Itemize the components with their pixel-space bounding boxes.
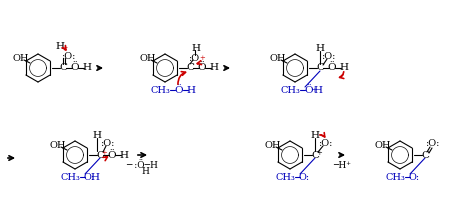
Text: H: H bbox=[340, 64, 349, 73]
Text: C: C bbox=[186, 64, 194, 73]
Text: H: H bbox=[141, 168, 149, 177]
Text: H: H bbox=[83, 64, 91, 73]
Text: CH₃: CH₃ bbox=[275, 172, 295, 181]
Text: H: H bbox=[186, 86, 196, 95]
Text: +: + bbox=[61, 44, 67, 52]
Text: ─ :Ö─H: ─ :Ö─H bbox=[126, 160, 158, 169]
Text: +: + bbox=[199, 54, 205, 62]
Text: Ö: Ö bbox=[305, 86, 314, 95]
Text: OH: OH bbox=[13, 54, 29, 62]
Text: CH₃: CH₃ bbox=[280, 86, 300, 95]
Text: C: C bbox=[59, 64, 67, 73]
Text: C: C bbox=[96, 150, 104, 159]
Text: +: + bbox=[101, 149, 107, 157]
Text: H: H bbox=[119, 150, 128, 159]
Text: Ö: Ö bbox=[198, 64, 206, 73]
Text: :O:: :O: bbox=[62, 52, 76, 61]
Text: H: H bbox=[310, 131, 319, 140]
Text: H: H bbox=[314, 86, 323, 95]
Text: :O:: :O: bbox=[101, 138, 115, 147]
Text: OH: OH bbox=[265, 141, 281, 150]
Text: H: H bbox=[90, 172, 100, 181]
Text: Ö: Ö bbox=[108, 150, 117, 159]
Text: :O: :O bbox=[190, 54, 201, 62]
Text: Ö: Ö bbox=[328, 64, 336, 73]
Text: H: H bbox=[55, 42, 64, 51]
Text: :O:: :O: bbox=[322, 52, 336, 61]
Text: ─H⁺: ─H⁺ bbox=[333, 160, 351, 169]
Text: OH: OH bbox=[140, 54, 156, 62]
Text: C: C bbox=[421, 150, 429, 159]
Text: :O:: :O: bbox=[319, 138, 333, 147]
Text: Ö: Ö bbox=[175, 86, 183, 95]
Text: C: C bbox=[316, 64, 324, 73]
Text: OH: OH bbox=[270, 54, 286, 62]
Text: Ö: Ö bbox=[71, 64, 80, 73]
Text: OH: OH bbox=[375, 141, 391, 150]
Text: CH₃: CH₃ bbox=[60, 172, 80, 181]
Text: H: H bbox=[191, 43, 201, 52]
Text: O:: O: bbox=[409, 172, 420, 181]
Text: OH: OH bbox=[50, 141, 66, 150]
Text: +: + bbox=[311, 86, 317, 94]
Text: H: H bbox=[92, 131, 101, 140]
Text: :O:: :O: bbox=[426, 138, 440, 147]
Text: CH₃: CH₃ bbox=[385, 172, 405, 181]
Text: H: H bbox=[315, 43, 324, 52]
Text: H: H bbox=[209, 64, 218, 73]
Text: O:: O: bbox=[84, 172, 95, 181]
Text: O:: O: bbox=[298, 172, 309, 181]
Text: CH₃: CH₃ bbox=[150, 86, 170, 95]
Text: C: C bbox=[311, 150, 319, 159]
Text: +: + bbox=[316, 149, 322, 157]
